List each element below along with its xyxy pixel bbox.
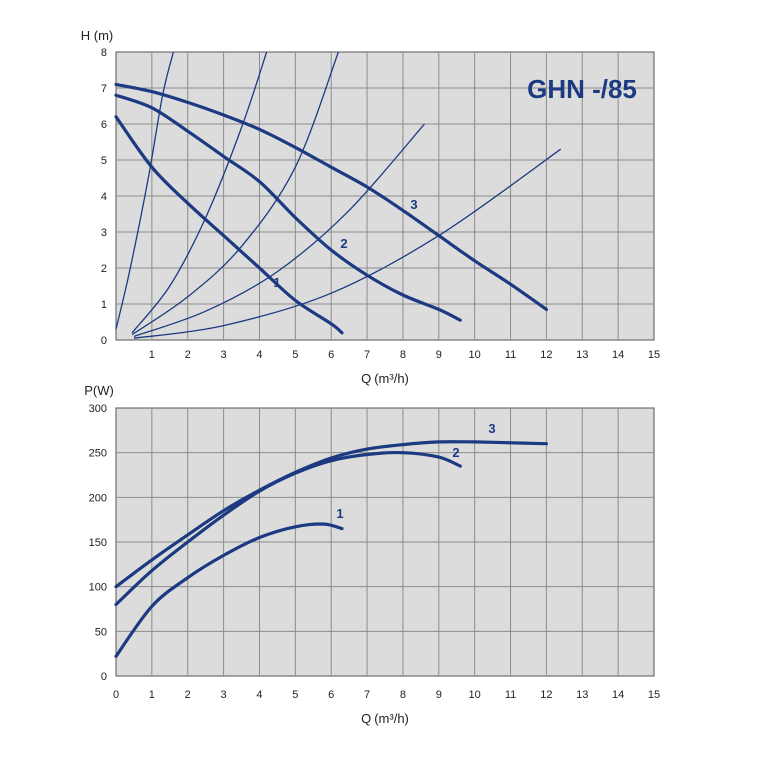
x-tick-label: 13 xyxy=(576,349,588,361)
x-tick-label: 13 xyxy=(576,689,588,701)
x-tick-label: 4 xyxy=(256,349,262,361)
series-label-1: 1 xyxy=(273,275,280,290)
system-curve-4 xyxy=(133,123,425,338)
x-axis-label-q: Q xyxy=(361,711,371,726)
x-tick-label: 12 xyxy=(540,349,552,361)
x-tick-label: 7 xyxy=(364,689,370,701)
x-tick-label: 4 xyxy=(256,689,262,701)
y-axis-label: P(W) xyxy=(84,383,114,398)
x-axis-label-unit: (m³/h) xyxy=(374,371,409,386)
x-tick-label: 2 xyxy=(185,689,191,701)
x-tick-label: 14 xyxy=(612,689,624,701)
chart-2: 0 1 2 3 4 5 6 7 8 9 10 11 12 13 14 15050100150200250300… xyxy=(84,383,660,726)
x-tick-label: 11 xyxy=(505,689,516,701)
x-axis-label: Q (m³/h) xyxy=(361,711,409,726)
y-tick-label: 2 xyxy=(101,263,107,275)
x-tick-label: 15 xyxy=(648,349,660,361)
y-axis-label: H (m) xyxy=(81,28,114,43)
series-label-3: 3 xyxy=(488,421,495,436)
series-curve-1 xyxy=(114,115,344,335)
y-tick-label: 200 xyxy=(89,492,107,504)
y-tick-label: 0 xyxy=(101,335,107,347)
x-tick-label: 6 xyxy=(328,349,334,361)
series-curve-1 xyxy=(114,522,344,658)
system-curve-1 xyxy=(115,51,175,330)
y-tick-label: 50 xyxy=(95,626,107,638)
series-label-1: 1 xyxy=(336,506,343,521)
x-tick-label: 1 xyxy=(149,349,155,361)
system-curve-2 xyxy=(131,51,268,334)
y-tick-label: 7 xyxy=(101,83,107,95)
y-tick-label: 8 xyxy=(101,47,107,59)
x-tick-label: 8 xyxy=(400,689,406,701)
system-curve-5 xyxy=(133,148,562,339)
x-tick-label: 15 xyxy=(648,689,660,701)
x-tick-label: 5 xyxy=(292,349,298,361)
y-tick-label: 4 xyxy=(101,191,107,203)
x-axis-label-unit: (m³/h) xyxy=(374,711,409,726)
y-tick-label: 5 xyxy=(101,155,107,167)
x-tick-label: 12 xyxy=(540,689,552,701)
y-tick-label: 150 xyxy=(89,537,107,549)
system-curve-3 xyxy=(131,51,340,336)
x-tick-label: 9 xyxy=(436,689,442,701)
y-tick-label: 250 xyxy=(89,448,107,460)
series-curve-3 xyxy=(114,82,548,311)
chart-title: GHN -/85 xyxy=(527,74,637,104)
x-tick-label: 8 xyxy=(400,349,406,361)
y-tick-label: 1 xyxy=(101,299,107,311)
x-tick-label: 10 xyxy=(469,689,481,701)
x-tick-label: 0 xyxy=(113,689,119,701)
x-tick-label: 11 xyxy=(505,349,516,361)
series-curve-2 xyxy=(114,93,462,322)
series-curve-3 xyxy=(114,440,548,589)
series-label-2: 2 xyxy=(452,445,459,460)
x-tick-label: 3 xyxy=(221,349,227,361)
x-tick-label: 1 xyxy=(149,689,155,701)
x-tick-label: 7 xyxy=(364,349,370,361)
series-label-2: 2 xyxy=(340,236,347,251)
x-tick-label: 2 xyxy=(185,349,191,361)
y-tick-label: 100 xyxy=(89,582,107,594)
y-tick-label: 300 xyxy=(89,403,107,415)
x-tick-label: 5 xyxy=(292,689,298,701)
x-tick-label: 3 xyxy=(221,689,227,701)
x-axis-label-q: Q xyxy=(361,371,371,386)
y-tick-label: 0 xyxy=(101,671,107,683)
x-tick-label: 10 xyxy=(469,349,481,361)
x-axis-label: Q (m³/h) xyxy=(361,371,409,386)
x-tick-label: 6 xyxy=(328,689,334,701)
x-tick-label: 9 xyxy=(436,349,442,361)
y-tick-label: 3 xyxy=(101,227,107,239)
x-tick-label: 14 xyxy=(612,349,624,361)
y-tick-label: 6 xyxy=(101,119,107,131)
series-label-3: 3 xyxy=(410,197,417,212)
